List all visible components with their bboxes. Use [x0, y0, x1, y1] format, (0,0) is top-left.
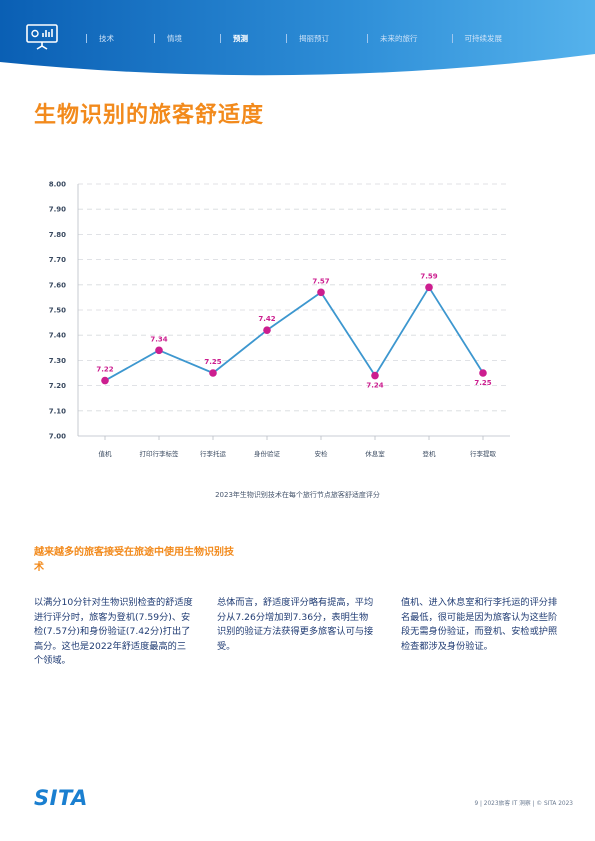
data-point: [209, 369, 217, 377]
y-tick-label: 7.00: [49, 433, 66, 441]
y-tick-label: 7.90: [49, 206, 66, 214]
nav-separator: [367, 33, 368, 43]
data-label: 7.57: [312, 277, 329, 285]
y-tick-label: 7.80: [49, 231, 66, 239]
data-label: 7.34: [150, 335, 167, 343]
page-title: 生物识别的旅客舒适度: [34, 103, 265, 128]
x-tick-label: 登机: [423, 449, 437, 458]
nav-separator: [220, 33, 221, 43]
y-tick-label: 7.40: [49, 332, 66, 340]
top-nav: 技术 情境 预测 揭丽预订 未来的旅行 可持续发展: [86, 31, 502, 45]
x-tick-label: 休息室: [365, 449, 385, 458]
y-tick-label: 7.70: [49, 256, 66, 264]
x-tick-label: 安检: [315, 449, 329, 458]
y-tick-label: 7.60: [49, 281, 66, 289]
body-paragraph-1: 以满分10分针对生物识别检查的舒适度进行评分时，旅客为登机(7.59分)、安检(…: [34, 597, 193, 666]
nav-item-sustainability[interactable]: 可持续发展: [451, 33, 503, 44]
x-tick-label: 身份验证: [254, 449, 281, 458]
y-tick-label: 7.50: [49, 307, 66, 315]
x-tick-label: 行李托运: [200, 449, 227, 458]
nav-separator: [86, 33, 87, 43]
section-heading: 越来越多的旅客接受在旅途中使用生物识别技术: [34, 547, 234, 573]
x-tick-label: 行李提取: [470, 449, 497, 458]
chart-caption: 2023年生物识别技术在每个旅行节点旅客舒适度评分: [215, 491, 380, 499]
nav-separator: [154, 33, 155, 43]
series-line: [104, 286, 484, 382]
x-tick-label: 打印行李标签: [140, 449, 180, 458]
data-point: [425, 283, 433, 292]
data-label: 7.59: [420, 272, 437, 280]
nav-label: 技术: [99, 33, 114, 43]
line-chart: 7.00 7.10 7.20 7.30 7.40 7.50 7.60 7.70 7.80 7.90…: [49, 181, 510, 458]
header-banner: [0, 0, 595, 76]
y-tick-label: 7.10: [49, 407, 66, 415]
data-point: [155, 346, 163, 355]
footer-text: 9 | 2023旅客 IT 洞察 | © SITA 2023: [474, 801, 573, 807]
nav-label: 未来的旅行: [380, 33, 418, 43]
nav-label: 揭丽预订: [299, 33, 329, 43]
nav-label: 情境: [167, 33, 182, 43]
nav-separator: [451, 33, 453, 43]
nav-label: 可持续发展: [464, 33, 503, 43]
data-label: 7.25: [474, 379, 491, 387]
y-tick-label: 7.20: [49, 382, 66, 390]
body-paragraph-2: 总体而言，舒适度评分略有提高，平均分从7.26分增加到7.36分，表明生物识别的…: [217, 597, 374, 652]
x-tick-label: 值机: [99, 449, 113, 458]
body-paragraph-3: 值机、进入休息室和行李托运的评分排名最低，很可能是因为旅客认为这些阶段无需身份验…: [401, 597, 558, 652]
data-point: [317, 288, 325, 297]
data-label: 7.24: [366, 382, 383, 390]
nav-item-context[interactable]: 情境: [154, 33, 182, 44]
y-tick-label: 8.00: [49, 181, 66, 189]
nav-item-tech[interactable]: 技术: [86, 33, 114, 44]
presentation-chart-icon[interactable]: [26, 24, 58, 50]
data-point: [263, 326, 271, 334]
data-point: [371, 371, 379, 380]
data-point: [101, 376, 109, 385]
data-label: 7.42: [258, 315, 275, 323]
nav-separator: [286, 33, 287, 43]
sita-logo: SITA: [34, 786, 88, 810]
data-label: 7.25: [204, 358, 221, 366]
y-tick-label: 7.30: [49, 357, 66, 365]
nav-item-forecast[interactable]: 预测: [220, 33, 248, 44]
nav-item-booking[interactable]: 揭丽预订: [286, 33, 329, 44]
data-label: 7.22: [96, 366, 113, 374]
nav-item-future-travel[interactable]: 未来的旅行: [367, 33, 418, 44]
data-point: [479, 369, 487, 377]
nav-label: 预测: [233, 33, 248, 43]
